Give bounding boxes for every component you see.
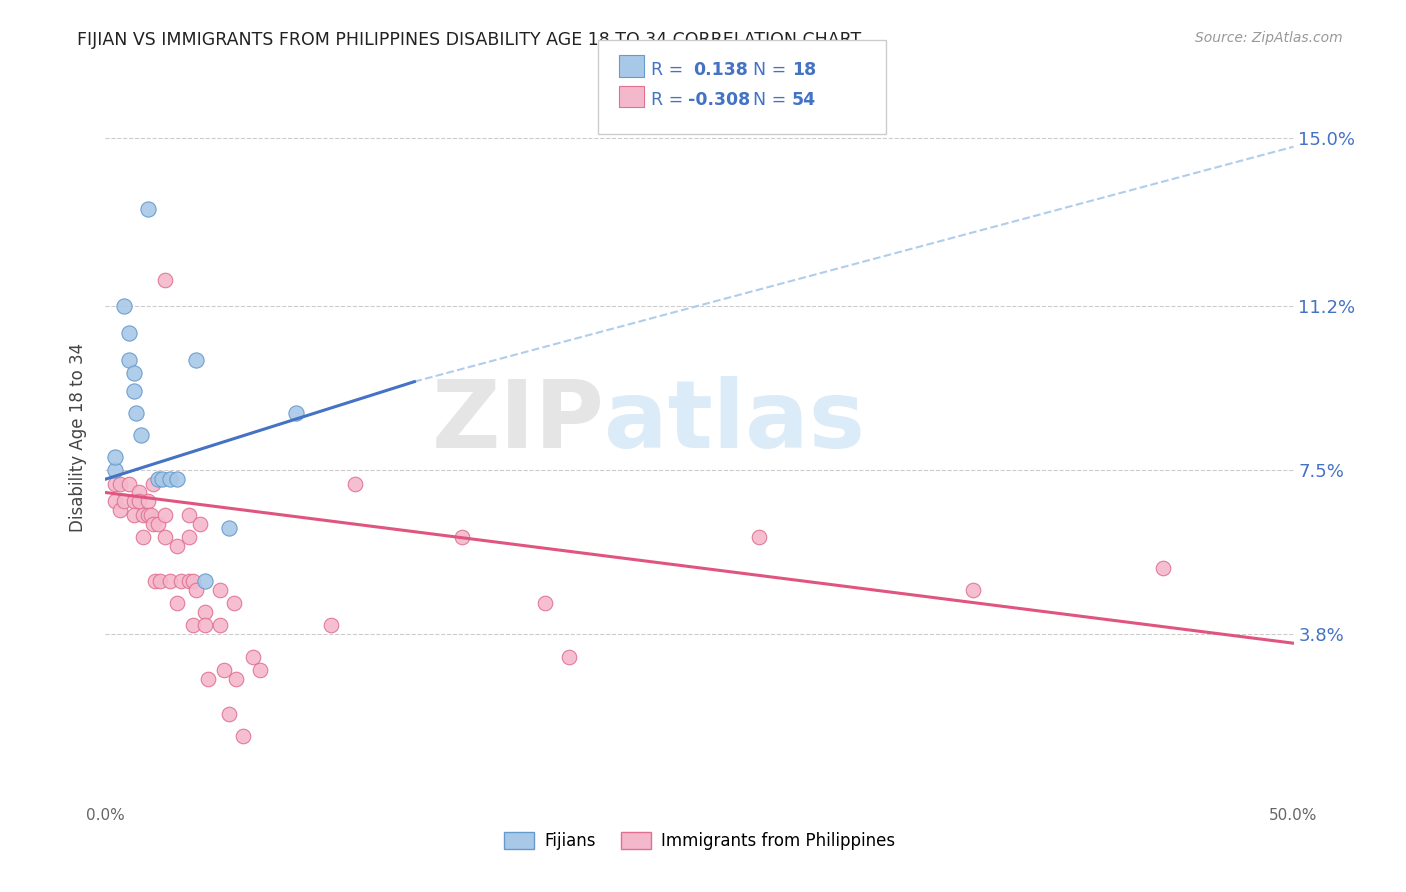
Point bbox=[104, 494, 127, 508]
Point bbox=[143, 574, 166, 589]
Point bbox=[128, 494, 150, 508]
Point bbox=[129, 428, 152, 442]
Point bbox=[1152, 561, 1174, 575]
Text: atlas: atlas bbox=[605, 376, 866, 468]
Legend: Fijians, Immigrants from Philippines: Fijians, Immigrants from Philippines bbox=[498, 825, 901, 856]
Point bbox=[232, 729, 254, 743]
Point bbox=[153, 508, 176, 522]
Point bbox=[197, 672, 219, 686]
Point bbox=[122, 384, 145, 398]
Point bbox=[208, 582, 231, 597]
Point bbox=[146, 472, 169, 486]
Point bbox=[170, 574, 193, 589]
Point bbox=[132, 530, 155, 544]
Point bbox=[114, 299, 136, 313]
Text: -0.308: -0.308 bbox=[688, 91, 749, 109]
Point bbox=[104, 476, 127, 491]
Point bbox=[114, 494, 136, 508]
Point bbox=[284, 406, 307, 420]
Point bbox=[184, 352, 207, 367]
Point bbox=[222, 596, 245, 610]
Text: N =: N = bbox=[742, 91, 792, 109]
Point bbox=[183, 574, 205, 589]
Point bbox=[152, 472, 174, 486]
Point bbox=[450, 530, 472, 544]
Point bbox=[321, 618, 343, 632]
Point bbox=[118, 352, 141, 367]
Point bbox=[208, 618, 231, 632]
Point bbox=[104, 463, 127, 477]
Point bbox=[108, 476, 131, 491]
Point bbox=[225, 672, 247, 686]
Point bbox=[122, 366, 145, 380]
Point bbox=[242, 649, 264, 664]
Point bbox=[108, 503, 131, 517]
Point bbox=[177, 574, 200, 589]
Point bbox=[194, 618, 217, 632]
Point bbox=[136, 202, 159, 216]
Text: R =: R = bbox=[651, 91, 689, 109]
Point bbox=[122, 494, 145, 508]
Point bbox=[190, 516, 212, 531]
Text: ZIP: ZIP bbox=[432, 376, 605, 468]
Point bbox=[194, 574, 217, 589]
Point bbox=[146, 516, 169, 531]
Text: R =: R = bbox=[651, 61, 700, 78]
Text: 54: 54 bbox=[792, 91, 815, 109]
Point bbox=[218, 521, 240, 535]
Point bbox=[125, 406, 148, 420]
Point bbox=[153, 273, 176, 287]
Point bbox=[122, 508, 145, 522]
Text: 0.138: 0.138 bbox=[693, 61, 748, 78]
Point bbox=[184, 582, 207, 597]
Point bbox=[962, 582, 984, 597]
Point bbox=[142, 476, 165, 491]
Point bbox=[159, 574, 181, 589]
Point bbox=[166, 472, 188, 486]
Point bbox=[194, 605, 217, 619]
Text: Source: ZipAtlas.com: Source: ZipAtlas.com bbox=[1195, 31, 1343, 45]
Point bbox=[249, 663, 271, 677]
Point bbox=[534, 596, 557, 610]
Point bbox=[136, 508, 159, 522]
Point bbox=[343, 476, 366, 491]
Point bbox=[177, 508, 200, 522]
Point bbox=[218, 707, 240, 722]
Point bbox=[142, 516, 165, 531]
Y-axis label: Disability Age 18 to 34: Disability Age 18 to 34 bbox=[69, 343, 87, 532]
Point bbox=[183, 618, 205, 632]
Point bbox=[214, 663, 236, 677]
Point bbox=[104, 450, 127, 464]
Point bbox=[177, 530, 200, 544]
Text: FIJIAN VS IMMIGRANTS FROM PHILIPPINES DISABILITY AGE 18 TO 34 CORRELATION CHART: FIJIAN VS IMMIGRANTS FROM PHILIPPINES DI… bbox=[77, 31, 862, 49]
Point bbox=[166, 539, 188, 553]
Text: N =: N = bbox=[742, 61, 792, 78]
Point bbox=[118, 326, 141, 340]
Point bbox=[136, 494, 159, 508]
Point bbox=[149, 574, 172, 589]
Point bbox=[166, 596, 188, 610]
Point bbox=[153, 530, 176, 544]
Point bbox=[558, 649, 581, 664]
Point bbox=[748, 530, 770, 544]
Point bbox=[132, 508, 155, 522]
Text: 18: 18 bbox=[792, 61, 815, 78]
Point bbox=[139, 508, 162, 522]
Point bbox=[118, 476, 141, 491]
Point bbox=[128, 485, 150, 500]
Point bbox=[159, 472, 181, 486]
